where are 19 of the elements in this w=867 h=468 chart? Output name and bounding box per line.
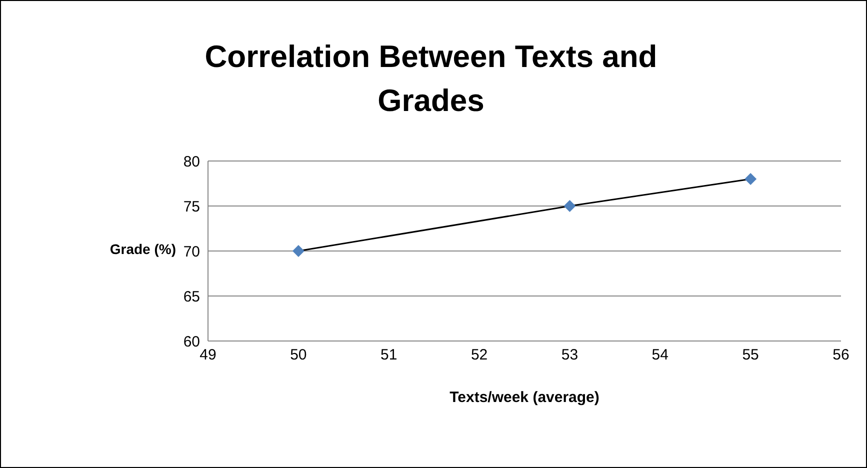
x-tick-label: 56	[832, 346, 850, 364]
y-tick-label: 65	[183, 288, 200, 306]
y-axis-title: Grade (%)	[108, 241, 176, 257]
chart-title: Correlation Between Texts and Grades	[204, 38, 658, 120]
x-tick-label: 50	[290, 346, 307, 364]
x-tick-label: 52	[470, 346, 488, 364]
y-tick-label: 60	[183, 333, 200, 350]
y-tick-label: 75	[183, 198, 200, 216]
x-tick-label: 53	[561, 346, 578, 364]
x-tick-label: 54	[652, 346, 668, 364]
y-tick-label: 70	[183, 243, 200, 260]
x-tick-label: 55	[742, 346, 759, 364]
x-axis-title: Texts/week (average)	[448, 389, 600, 406]
point	[564, 200, 576, 212]
x-tick-label: 49	[200, 346, 216, 364]
point	[744, 173, 757, 185]
y-tick-label: 80	[183, 153, 200, 170]
point	[292, 245, 304, 257]
x-tick-label: 51	[380, 346, 398, 364]
